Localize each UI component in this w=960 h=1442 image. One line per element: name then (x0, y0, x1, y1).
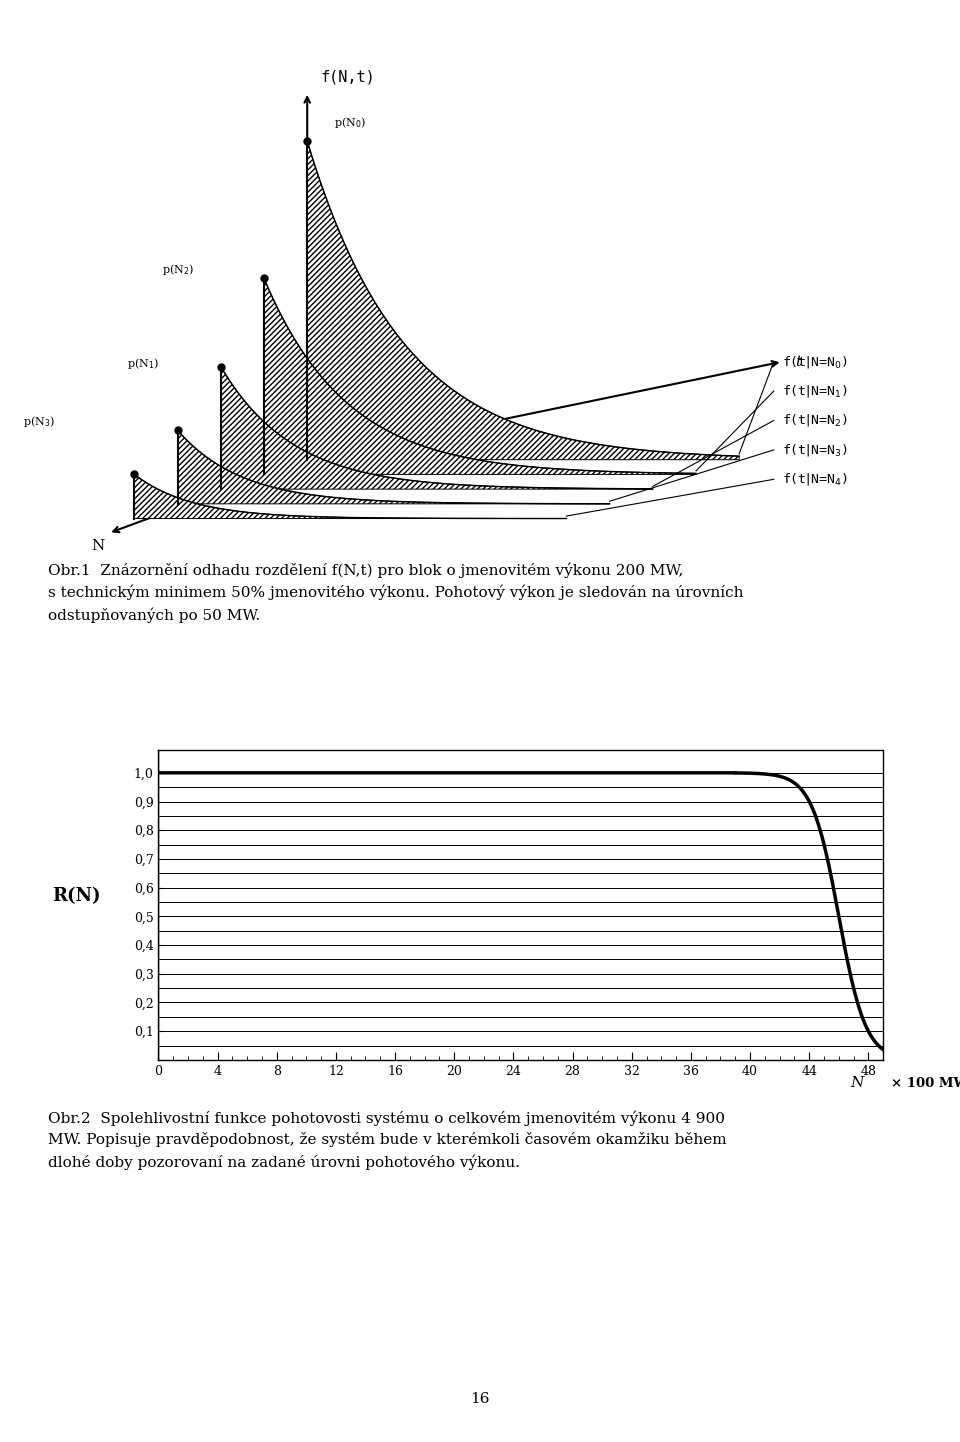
Text: f(t$|$N=N$_0$): f(t$|$N=N$_0$) (782, 353, 849, 369)
Text: f(N,t): f(N,t) (321, 69, 375, 85)
Text: f(t$|$N=N$_3$): f(t$|$N=N$_3$) (782, 441, 849, 459)
Text: p(N$_0$): p(N$_0$) (334, 115, 367, 130)
Text: Obr.2  Spolehlivostní funkce pohotovosti systému o celkovém jmenovitém výkonu 4 : Obr.2 Spolehlivostní funkce pohotovosti … (48, 1110, 727, 1169)
Polygon shape (264, 278, 696, 474)
Polygon shape (307, 141, 739, 460)
Text: t: t (796, 355, 802, 369)
Text: R(N): R(N) (53, 887, 101, 904)
Text: N: N (91, 539, 105, 554)
Text: 16: 16 (470, 1392, 490, 1406)
Polygon shape (178, 430, 610, 503)
Polygon shape (221, 366, 653, 489)
Text: p(N$_2$): p(N$_2$) (161, 262, 194, 277)
Polygon shape (134, 474, 566, 519)
Text: N: N (850, 1076, 863, 1090)
Text: p(N$_1$): p(N$_1$) (127, 356, 159, 371)
Text: f(t$|$N=N$_2$): f(t$|$N=N$_2$) (782, 412, 849, 428)
Text: f(t$|$N=N$_4$): f(t$|$N=N$_4$) (782, 472, 849, 487)
Text: p(N$_3$): p(N$_3$) (23, 414, 56, 430)
Text: × 100 MW: × 100 MW (891, 1077, 960, 1090)
Text: f(t$|$N=N$_1$): f(t$|$N=N$_1$) (782, 384, 849, 399)
Text: Obr.1  Znázornění odhadu rozdělení f(N,t) pro blok o jmenovitém výkonu 200 MW,
s: Obr.1 Znázornění odhadu rozdělení f(N,t)… (48, 562, 743, 623)
